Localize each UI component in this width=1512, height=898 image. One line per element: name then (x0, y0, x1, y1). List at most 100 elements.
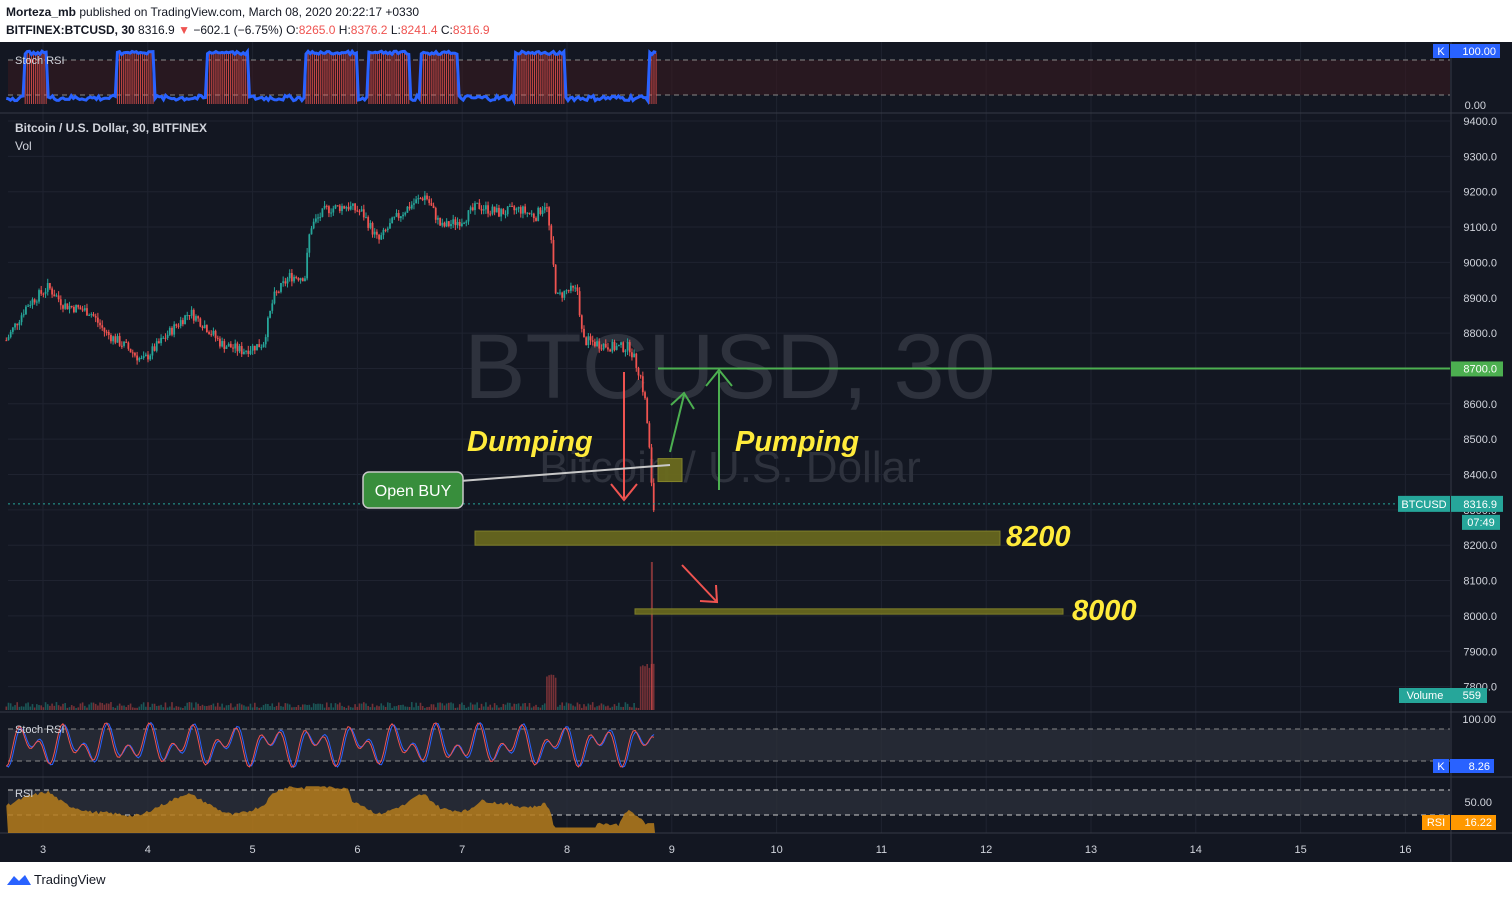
tradingview-logo-icon[interactable] (6, 873, 32, 887)
volume-bar (86, 707, 88, 710)
open-value: 8265.0 (298, 23, 336, 37)
candle-body (166, 334, 169, 338)
candle-body (402, 214, 404, 217)
volume-bar (107, 703, 110, 710)
candle-body (66, 303, 69, 310)
volume-bar (138, 706, 141, 710)
last-price-symbol-badge (1398, 495, 1450, 512)
low-label: L: (390, 23, 401, 37)
volume-bar (467, 706, 470, 710)
volume-bar (208, 705, 210, 710)
candle-body (397, 213, 400, 219)
candle-body (650, 447, 653, 484)
volume-bar (546, 676, 548, 710)
volume-bar (101, 703, 104, 710)
volume-bar (543, 703, 546, 710)
rsi-value: 16.22 (1464, 817, 1492, 829)
volume-bar (526, 706, 529, 710)
volume-bar (441, 703, 444, 710)
volume-bar (458, 704, 461, 710)
candle-body (297, 278, 300, 281)
open-buy-zone[interactable] (657, 458, 683, 483)
dumping-label[interactable]: Dumping (467, 426, 593, 458)
volume-bar (607, 705, 609, 710)
candle-body (105, 331, 108, 333)
volume-bar (110, 702, 112, 710)
lower-stoch-lines (5, 721, 655, 769)
time-tick-label: 6 (354, 844, 360, 856)
candle-body (500, 209, 503, 217)
volume-bar (27, 702, 29, 710)
volume-bar (419, 702, 422, 710)
candle-body (404, 212, 407, 215)
green-up-arrow-2-icon[interactable] (705, 368, 733, 490)
volume-bar (114, 707, 117, 710)
candlestick-series[interactable] (5, 191, 655, 513)
volume-bar (20, 706, 23, 710)
candle-body (142, 356, 145, 358)
pumping-label[interactable]: Pumping (735, 426, 859, 458)
candle-body (639, 375, 642, 377)
volume-bar (620, 706, 622, 710)
candle-body (96, 317, 99, 323)
volume-bar (567, 703, 570, 710)
volume-bar (604, 706, 607, 710)
candle-body (57, 295, 60, 300)
volume-bar (469, 702, 472, 710)
candle-body (175, 324, 178, 326)
volume-bar (267, 704, 269, 710)
volume-bar (504, 704, 507, 710)
level-8200-label[interactable]: 8200 (1006, 521, 1071, 553)
candle-body (378, 234, 380, 240)
tradingview-brand[interactable]: TradingView (34, 872, 106, 887)
candle-body (103, 327, 106, 332)
candle-body (561, 292, 564, 298)
red-diagonal-arrow-icon[interactable] (681, 564, 719, 604)
volume-bar (589, 704, 592, 710)
candle-body (489, 213, 492, 215)
volume-bar (493, 703, 496, 710)
volume-bar (16, 702, 19, 710)
volume-bar (519, 706, 522, 710)
candle-body (611, 341, 614, 352)
candle-body (195, 316, 197, 321)
volume-bar (223, 707, 226, 710)
candle-body (323, 205, 326, 209)
volume-bar (426, 707, 428, 710)
candle-body (51, 288, 53, 295)
red-down-arrow-icon[interactable] (610, 372, 638, 502)
close-label: C: (440, 23, 453, 37)
author-name[interactable]: Morteza_mb (6, 5, 77, 19)
support-zone-8000[interactable] (634, 608, 1064, 615)
volume-bar (243, 705, 245, 710)
candle-body (345, 207, 348, 209)
candle-body (371, 222, 374, 235)
volume-bar (92, 702, 95, 710)
level-8000-label[interactable]: 8000 (1072, 595, 1137, 627)
volume-bar (236, 703, 239, 710)
volume-bar (639, 666, 642, 710)
volume-bar (33, 707, 36, 710)
volume-bar (301, 704, 304, 710)
volume-bar (125, 707, 128, 710)
candle-body (249, 350, 252, 354)
candle-body (389, 223, 391, 229)
candle-body (434, 208, 437, 220)
candle-body (134, 353, 136, 356)
open-buy-callout[interactable] (362, 471, 464, 509)
candle-body (539, 207, 542, 214)
open-label: O: (286, 23, 299, 37)
candle-body (596, 341, 598, 347)
green-up-arrow-icon[interactable] (669, 391, 695, 453)
candle-body (478, 202, 481, 210)
candle-body (633, 353, 636, 358)
candle-body (38, 290, 40, 302)
candle-body (508, 205, 511, 207)
candle-body (441, 222, 444, 226)
candle-body (415, 199, 418, 204)
candle-body (354, 203, 356, 211)
support-zone-8200[interactable] (474, 530, 1001, 546)
volume-bar (524, 703, 526, 710)
chart-canvas[interactable]: BTCUSD, 30 Bitcoin / U.S. Dollar 9400.0 9… (0, 42, 1512, 862)
volume-bar (410, 702, 413, 710)
